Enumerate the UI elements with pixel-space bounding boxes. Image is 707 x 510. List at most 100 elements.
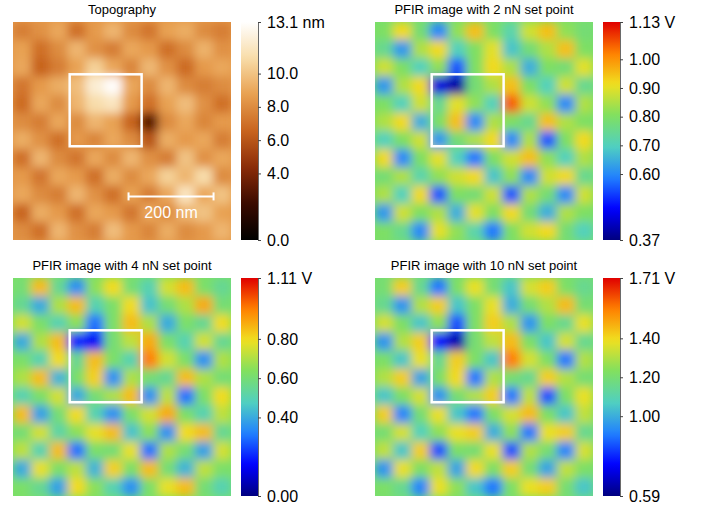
heatmap-cell xyxy=(520,460,539,479)
heatmap-cell xyxy=(140,40,159,59)
heatmap-cell xyxy=(575,22,593,41)
heatmap-cell xyxy=(393,77,412,96)
heatmap-cell xyxy=(448,222,467,240)
heatmap-cell xyxy=(484,369,503,388)
heatmap-cell xyxy=(104,40,123,59)
heatmap-cell xyxy=(122,40,141,59)
heatmap-cell xyxy=(13,442,32,461)
cells xyxy=(13,22,231,240)
heatmap-cell xyxy=(86,95,105,114)
cells xyxy=(375,22,593,240)
heatmap-cell xyxy=(213,167,231,186)
colorbar-tick-mark xyxy=(258,240,261,241)
heatmap-cell xyxy=(575,58,593,77)
heatmap-cell xyxy=(502,351,521,370)
heatmap-cell xyxy=(13,423,32,442)
heatmap-cell xyxy=(195,278,214,297)
heatmap-cell xyxy=(539,58,558,77)
heatmap-cell xyxy=(375,222,394,240)
heatmap-cell xyxy=(375,278,394,297)
heatmap-cell xyxy=(575,113,593,132)
colorbar-tick-label: 1.13 V xyxy=(629,14,676,31)
heatmap-cell xyxy=(375,58,394,77)
heatmap-cell xyxy=(68,22,87,41)
heatmap-cell xyxy=(430,149,449,168)
colorbar-tick-mark xyxy=(620,117,623,118)
heatmap-cell xyxy=(213,296,231,315)
heatmap-cell xyxy=(484,405,503,424)
heatmap-cell xyxy=(557,351,576,370)
heatmap-cell xyxy=(104,77,123,96)
heatmap-cell xyxy=(539,296,558,315)
heatmap-cell xyxy=(177,77,196,96)
heatmap-cell xyxy=(466,40,485,59)
heatmap-cell xyxy=(411,296,430,315)
heatmap-cell xyxy=(539,40,558,59)
heatmap-cell xyxy=(195,95,214,114)
heatmap-cell xyxy=(104,113,123,132)
heatmap-cell xyxy=(13,405,32,424)
heatmap-cell xyxy=(158,77,177,96)
heatmap-cell xyxy=(375,113,394,132)
heatmap-cell xyxy=(122,278,141,297)
colorbar-tick: 0.59 xyxy=(620,488,660,505)
heatmap-cell xyxy=(484,204,503,223)
heatmap-cell xyxy=(411,333,430,352)
heatmap-cell xyxy=(557,186,576,205)
heatmap-cell xyxy=(86,460,105,479)
colorbar-tick-label: 6.0 xyxy=(267,132,289,149)
heatmap-cell xyxy=(68,278,87,297)
heatmap-cell xyxy=(213,333,231,352)
colorbar-tick-label: 0.37 xyxy=(629,232,660,249)
heatmap-cell xyxy=(539,167,558,186)
heatmap-cell xyxy=(557,296,576,315)
heatmap-cell xyxy=(375,77,394,96)
panel-title: Topography xyxy=(88,2,156,17)
heatmap-cell xyxy=(195,387,214,406)
heatmap-cell xyxy=(13,478,32,496)
heatmap-cell xyxy=(104,186,123,205)
heatmap-cell xyxy=(411,222,430,240)
heatmap-cell xyxy=(104,442,123,461)
heatmap-cell xyxy=(502,149,521,168)
heatmap-cell xyxy=(158,478,177,496)
heatmap-cell xyxy=(31,77,50,96)
panel-title: PFIR image with 2 nN set point xyxy=(394,2,574,17)
heatmap-cell xyxy=(122,442,141,461)
heatmap-cell xyxy=(122,423,141,442)
heatmap-cell xyxy=(213,442,231,461)
heatmap-cell xyxy=(122,478,141,496)
heatmap-cell xyxy=(484,351,503,370)
heatmap-cell xyxy=(375,167,394,186)
heatmap-cell xyxy=(104,204,123,223)
heatmap-cell xyxy=(393,333,412,352)
heatmap-cell xyxy=(213,186,231,205)
heatmap-cell xyxy=(520,387,539,406)
heatmap-cell xyxy=(466,405,485,424)
heatmap-cell xyxy=(539,95,558,114)
heatmap-cell xyxy=(104,222,123,240)
heatmap-cell xyxy=(213,131,231,150)
heatmap-cell xyxy=(68,167,87,186)
colorbar-tick-mark xyxy=(620,22,623,23)
heatmap-cell xyxy=(411,167,430,186)
heatmap-cell xyxy=(177,278,196,297)
heatmap-cell xyxy=(393,204,412,223)
colorbar-tick-label: 0.59 xyxy=(629,488,660,505)
heatmap-cell xyxy=(13,186,32,205)
heatmap-cell xyxy=(448,149,467,168)
colorbar-tick: 1.40 xyxy=(620,330,660,347)
heatmap-cell xyxy=(520,423,539,442)
heatmap-cell xyxy=(411,40,430,59)
heatmap-cell xyxy=(466,222,485,240)
colorbar-axis: 0.04.06.08.010.013.1 nm xyxy=(258,14,325,249)
heatmap-cell xyxy=(557,204,576,223)
heatmap-cell xyxy=(86,351,105,370)
roi-box xyxy=(70,74,142,146)
heatmap-cell xyxy=(539,423,558,442)
heatmap-cell xyxy=(393,95,412,114)
heatmap-cell xyxy=(177,369,196,388)
heatmap-cell xyxy=(484,186,503,205)
heatmap-cell xyxy=(448,167,467,186)
heatmap-cell xyxy=(575,278,593,297)
